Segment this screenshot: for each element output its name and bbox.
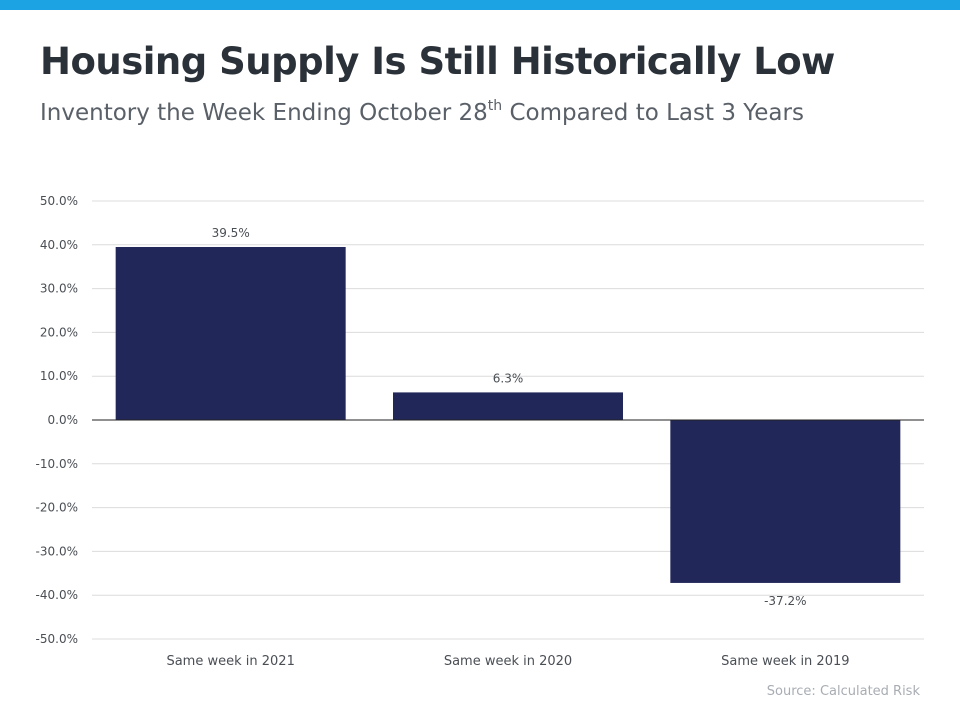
bar [393,392,623,420]
page-title: Housing Supply Is Still Historically Low [40,40,835,83]
y-tick-label: 40.0% [40,238,78,252]
bar [115,246,346,420]
y-tick-label: 0.0% [48,413,79,427]
subtitle-superscript: th [487,98,503,114]
y-tick-label: 20.0% [40,325,78,339]
subtitle-suffix: Compared to Last 3 Years [502,100,804,126]
data-label: -37.2% [764,594,806,608]
data-label: 6.3% [493,371,524,385]
y-tick-label: -20.0% [36,501,78,515]
y-tick-label: -50.0% [36,632,78,646]
bar [670,420,901,583]
top-accent-bar [0,0,960,10]
y-tick-label: -30.0% [36,544,78,558]
y-tick-label: -40.0% [36,588,78,602]
source-note: Source: Calculated Risk [766,684,920,699]
page-subtitle: Inventory the Week Ending October 28th C… [40,98,804,126]
x-tick-label: Same week in 2020 [444,654,572,669]
data-label: 39.5% [212,226,250,240]
y-tick-label: -10.0% [36,457,78,471]
y-tick-label: 10.0% [40,369,78,383]
subtitle-prefix: Inventory the Week Ending October 28 [40,100,488,126]
x-tick-label: Same week in 2019 [721,654,849,669]
x-tick-label: Same week in 2021 [166,654,294,669]
y-tick-label: 50.0% [40,194,78,208]
y-tick-label: 30.0% [40,282,78,296]
